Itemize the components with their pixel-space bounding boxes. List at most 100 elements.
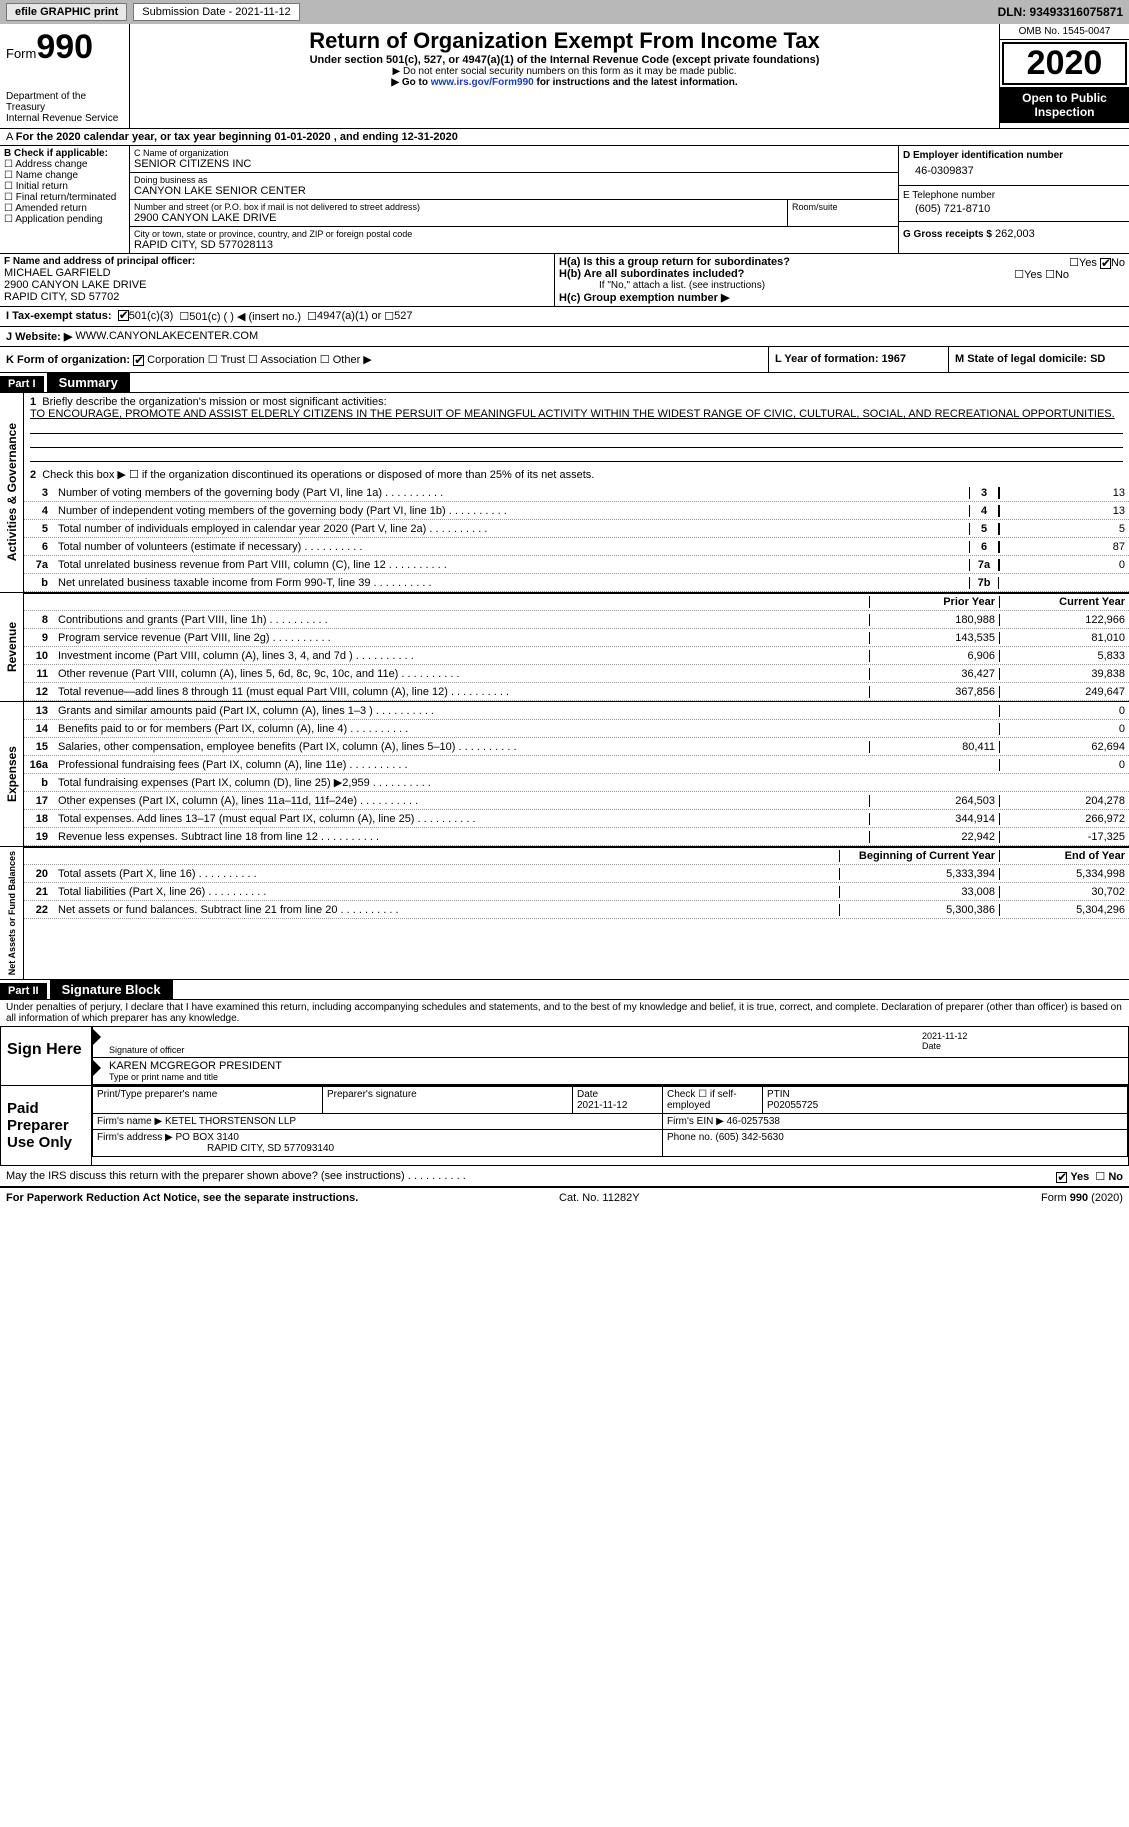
sig-date-label: Date	[922, 1041, 1122, 1051]
website-value: WWW.CANYONLAKECENTER.COM	[75, 330, 258, 343]
col-prior: Prior Year	[869, 596, 999, 608]
tax-exempt-row: I Tax-exempt status: 501(c)(3) ☐ 501(c) …	[0, 307, 1129, 327]
line-22: 22Net assets or fund balances. Subtract …	[24, 901, 1129, 919]
part2-header: Part II Signature Block	[0, 980, 1129, 1000]
period-text: For the 2020 calendar year, or tax year …	[16, 131, 458, 143]
chk-final-label: Final return/terminated	[16, 192, 117, 203]
irs-link[interactable]: www.irs.gov/Form990	[431, 77, 534, 88]
line-5: 5Total number of individuals employed in…	[24, 520, 1129, 538]
ssn-warning: ▶ Do not enter social security numbers o…	[136, 66, 993, 77]
expenses-section: Expenses 13Grants and similar amounts pa…	[0, 702, 1129, 847]
line-17: 17Other expenses (Part IX, column (A), l…	[24, 792, 1129, 810]
opt-assoc: Association	[260, 354, 316, 366]
part2-label: Part II	[0, 983, 47, 999]
governance-section: Activities & Governance 1 Briefly descri…	[0, 393, 1129, 593]
boxb-label: B Check if applicable:	[4, 148, 125, 159]
dln: DLN: 93493316075871	[998, 5, 1123, 19]
perjury-declaration: Under penalties of perjury, I declare th…	[0, 1000, 1129, 1026]
ha-line: H(a) Is this a group return for subordin…	[559, 256, 1125, 268]
side-revenue: Revenue	[3, 618, 21, 676]
sign-here-section: Sign Here Signature of officer 2021-11-1…	[0, 1026, 1129, 1086]
chk-pending[interactable]: ☐ Application pending	[4, 214, 125, 225]
chk-amended-label: Amended return	[15, 203, 87, 214]
top-toolbar: efile GRAPHIC print Submission Date - 20…	[0, 0, 1129, 24]
chk-corp[interactable]	[133, 355, 144, 366]
chk-name[interactable]: ☐ Name change	[4, 170, 125, 181]
may-yes-check[interactable]	[1056, 1172, 1067, 1183]
klm-row: K Form of organization: Corporation ☐ Tr…	[0, 347, 1129, 373]
city-value: RAPID CITY, SD 577028113	[134, 239, 894, 251]
chk-final[interactable]: ☐ Final return/terminated	[4, 192, 125, 203]
page-footer: For Paperwork Reduction Act Notice, see …	[0, 1187, 1129, 1208]
opt-other: Other ▶	[333, 354, 372, 366]
chk-address-label: Address change	[15, 159, 87, 170]
line-18: 18Total expenses. Add lines 13–17 (must …	[24, 810, 1129, 828]
line-16a: 16aProfessional fundraising fees (Part I…	[24, 756, 1129, 774]
website-row: J Website: ▶ WWW.CANYONLAKECENTER.COM	[0, 327, 1129, 347]
boxj-label: J Website: ▶	[6, 330, 72, 343]
line-4: 4Number of independent voting members of…	[24, 502, 1129, 520]
hb-line: H(b) Are all subordinates included? ☐Yes…	[559, 268, 1125, 280]
dept-treasury: Department of the Treasury	[6, 91, 123, 113]
chk-initial[interactable]: ☐ Initial return	[4, 181, 125, 192]
efile-print-button[interactable]: efile GRAPHIC print	[6, 3, 127, 21]
part1-header: Part I Summary	[0, 373, 1129, 393]
city-label: City or town, state or province, country…	[134, 229, 894, 239]
may-discuss-text: May the IRS discuss this return with the…	[6, 1170, 405, 1182]
part1-label: Part I	[0, 376, 44, 392]
officer-type-label: Type or print name and title	[99, 1072, 1122, 1082]
revenue-section: Revenue Prior Year Current Year 8Contrib…	[0, 593, 1129, 702]
firm-ein-label: Firm's EIN ▶	[667, 1116, 724, 1127]
prep-selfemp[interactable]: Check ☐ if self-employed	[663, 1087, 763, 1114]
goto-pre: ▶ Go to	[391, 77, 430, 88]
room-label: Room/suite	[792, 202, 894, 212]
form-subtitle: Under section 501(c), 527, or 4947(a)(1)…	[136, 54, 993, 66]
submission-date: Submission Date - 2021-11-12	[133, 3, 299, 21]
mission-blank3	[30, 448, 1123, 462]
part1-title: Summary	[47, 373, 130, 392]
line-15: 15Salaries, other compensation, employee…	[24, 738, 1129, 756]
state-domicile: M State of legal domicile: SD	[955, 353, 1105, 365]
officer-group-block: F Name and address of principal officer:…	[0, 254, 1129, 307]
line-3: 3Number of voting members of the governi…	[24, 484, 1129, 502]
sig-arrow2-icon	[91, 1058, 101, 1078]
opt-527: 527	[394, 310, 412, 323]
cat-no: Cat. No. 11282Y	[559, 1192, 640, 1204]
chk-name-label: Name change	[16, 170, 78, 181]
boxi-label: I Tax-exempt status:	[6, 310, 112, 323]
officer-street: 2900 CANYON LAKE DRIVE	[4, 279, 550, 291]
irs-label: Internal Revenue Service	[6, 113, 123, 124]
preparer-table: Print/Type preparer's name Preparer's si…	[92, 1086, 1128, 1157]
line-12: 12Total revenue—add lines 8 through 11 (…	[24, 683, 1129, 701]
gross-value: 262,003	[995, 228, 1035, 240]
omb-number: OMB No. 1545-0047	[1000, 24, 1129, 40]
h-note: If "No," attach a list. (see instruction…	[559, 280, 1125, 291]
chk-pending-label: Application pending	[15, 214, 102, 225]
firm-value: KETEL THORSTENSON LLP	[165, 1116, 296, 1127]
line-b: bTotal fundraising expenses (Part IX, co…	[24, 774, 1129, 792]
col-begin: Beginning of Current Year	[839, 850, 999, 862]
chk-address[interactable]: ☐ Address change	[4, 159, 125, 170]
ptin-value: P02055725	[767, 1100, 818, 1111]
line-19: 19Revenue less expenses. Subtract line 1…	[24, 828, 1129, 846]
sign-here-label: Sign Here	[1, 1027, 91, 1085]
part2-title: Signature Block	[50, 980, 173, 999]
chk-amended[interactable]: ☐ Amended return	[4, 203, 125, 214]
gross-label: G Gross receipts $	[903, 229, 992, 240]
opt-trust: Trust	[220, 354, 245, 366]
form-header: Form990 Department of the Treasury Inter…	[0, 24, 1129, 129]
ha-no-check[interactable]	[1100, 258, 1111, 269]
phone-value: (605) 721-8710	[903, 201, 1125, 217]
col-end: End of Year	[999, 850, 1129, 862]
prep-name-label: Print/Type preparer's name	[93, 1087, 323, 1114]
mission-text: TO ENCOURAGE, PROMOTE AND ASSIST ELDERLY…	[30, 408, 1115, 420]
form-title: Return of Organization Exempt From Incom…	[136, 28, 993, 54]
mission-label: Briefly describe the organization's miss…	[42, 396, 386, 408]
sig-arrow-icon	[91, 1027, 101, 1047]
prep-date-value: 2021-11-12	[577, 1100, 627, 1111]
chk-501c3[interactable]	[118, 310, 129, 321]
line-8: 8Contributions and grants (Part VIII, li…	[24, 611, 1129, 629]
phone-label: E Telephone number	[903, 190, 1125, 201]
year-formation: L Year of formation: 1967	[775, 353, 906, 365]
form-number: Form990	[6, 28, 123, 67]
